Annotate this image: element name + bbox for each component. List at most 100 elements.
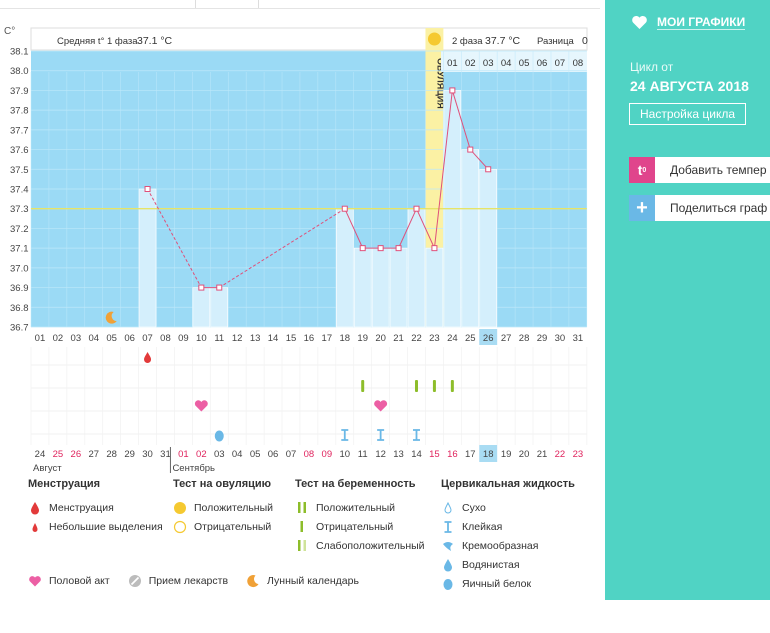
cycle-day-label: 10 — [196, 333, 207, 344]
legend-label: Отрицательный — [194, 520, 272, 533]
double-stripe-icon — [298, 501, 306, 513]
y-tick-label: 37.7 — [10, 125, 29, 136]
small-drop-icon — [144, 352, 152, 363]
legend-item: Небольшие выделения — [28, 517, 163, 536]
temperature-point — [449, 87, 456, 94]
heart-icon — [632, 15, 647, 29]
temperature-bar — [210, 287, 229, 328]
legend-item: Прием лекарств — [128, 571, 228, 590]
pill-icon — [128, 574, 141, 587]
legend-label: Отрицательный — [316, 520, 394, 533]
empty-sun-icon — [173, 520, 187, 533]
x-axis: 01 02 03 04 05 06 07 08 09 10 11 12 13 14 15 16 17 18 19 20… — [30, 329, 588, 445]
calendar-day-label: 19 — [501, 449, 512, 460]
y-tick-label: 37.3 — [10, 204, 29, 215]
temperature-point — [431, 245, 438, 252]
temperature-point — [359, 245, 366, 252]
legend-label: Прием лекарств — [148, 574, 229, 587]
add-temperature-label: Добавить темпер — [670, 163, 767, 177]
top-bar — [0, 0, 600, 9]
temperature-bar — [336, 208, 354, 328]
legend-label: Положительный — [316, 501, 396, 514]
cycle-day-label: 24 — [447, 333, 458, 344]
axis-unit: C° — [4, 26, 15, 37]
calendar-axis: 24 25 26 27 28 29 30 31 01 02 03 04 05 06 07 08 09 10 11 12… — [33, 445, 583, 474]
ovulation-sun-icon — [427, 32, 441, 46]
temperature-point — [144, 186, 151, 192]
cycle-day-label: 03 — [71, 333, 82, 344]
temperature-bar — [371, 247, 390, 328]
calendar-day-label: 20 — [519, 449, 530, 460]
highlight-day-cell — [479, 329, 498, 345]
month-label: Август — [33, 463, 62, 474]
legend-cervical: Цервикальная жидкость Сухо Клейкая Кремо… — [441, 478, 575, 593]
legend-pregnancy-test: Тест на беременность Положительный Отриц… — [295, 478, 425, 555]
calendar-day-label: 22 — [555, 449, 566, 460]
calendar-day-label: 01 — [178, 449, 189, 460]
temperature-segment — [433, 90, 453, 249]
cycle-day-label: 11 — [214, 333, 224, 344]
legend-label: Слабоположительный — [316, 539, 425, 552]
phase2-day-label: 01 — [447, 58, 458, 69]
legend-title: Цервикальная жидкость — [441, 478, 575, 490]
legend-label: Половой акт — [49, 574, 110, 587]
cycle-day-label: 09 — [178, 333, 189, 344]
heart-icon — [29, 575, 41, 586]
calendar-day-label: 04 — [232, 449, 243, 460]
sticky-icon — [444, 520, 452, 533]
dry-drop-icon — [444, 501, 452, 513]
phase2-day-label: 08 — [573, 58, 584, 69]
legend-item: Клейкая — [441, 517, 575, 536]
egg-white-icon — [443, 578, 453, 590]
temperature-bar — [353, 247, 372, 328]
y-tick-label: 37.1 — [10, 244, 29, 255]
legend-item: Положительный — [173, 498, 273, 517]
legend-label: Сухо — [462, 501, 486, 514]
cycle-day-label: 05 — [106, 333, 117, 344]
calendar-day-label: 07 — [286, 449, 297, 460]
cycle-day-label: 21 — [393, 333, 404, 344]
sticky-icon — [412, 429, 420, 441]
temperature-point — [377, 245, 384, 252]
cycle-day-label: 18 — [339, 333, 350, 344]
my-charts-label: МОИ ГРАФИКИ — [657, 15, 746, 30]
legend-item: Слабоположительный — [295, 536, 425, 555]
temperature-point — [485, 166, 492, 173]
calendar-day-label: 24 — [35, 449, 46, 460]
temperature-segment — [147, 188, 202, 288]
legend-item: Кремообразная — [441, 536, 575, 555]
watery-drop-icon — [444, 558, 452, 571]
y-ticks: 38.1 38.0 37.9 37.8 37.7 37.6 37.5 37.4 37.3 37.2… — [10, 47, 29, 334]
phase2-label: 2 фаза — [452, 36, 483, 47]
cycle-day-label: 15 — [286, 333, 297, 344]
temperature-segment — [344, 208, 364, 249]
cycle-chart-panel: C° Средняя t° 1 фаза 37.1 °C 2 фаза 37.7… — [0, 0, 600, 593]
cycle-setup-button[interactable]: Настройка цикла — [629, 103, 747, 125]
top-divider — [195, 0, 196, 8]
cycle-day-label: 08 — [160, 333, 171, 344]
legend-label: Менструация — [49, 501, 114, 514]
legend-item: Отрицательный — [295, 517, 425, 536]
temperature-bar — [407, 208, 426, 328]
cycle-date: 24 АВГУСТА 2018 — [630, 78, 749, 94]
legend-label: Небольшие выделения — [49, 520, 163, 533]
phase2-days: 01 02 03 04 05 06 07 08 — [443, 51, 583, 72]
diff-label: Разница — [537, 36, 575, 47]
my-charts-link[interactable]: МОИ ГРАФИКИ — [631, 15, 746, 30]
share-chart-button[interactable]: + Поделиться граф — [629, 195, 770, 221]
y-tick-label: 36.9 — [10, 283, 29, 294]
temperature-segment — [469, 149, 489, 170]
cycle-day-label: 29 — [537, 333, 548, 344]
y-tick-label: 37.5 — [10, 165, 29, 176]
y-tick-label: 38.1 — [10, 47, 29, 58]
temperature-bar — [425, 247, 444, 328]
sticky-icon — [341, 429, 349, 441]
phase2-day-label: 05 — [519, 58, 530, 69]
calendar-day-label: 03 — [214, 449, 225, 460]
phase2-day-label: 02 — [465, 58, 476, 69]
cycle-day-label: 13 — [250, 333, 261, 344]
phase2-day-label: 06 — [537, 58, 548, 69]
calendar-day-label: 30 — [142, 449, 153, 460]
